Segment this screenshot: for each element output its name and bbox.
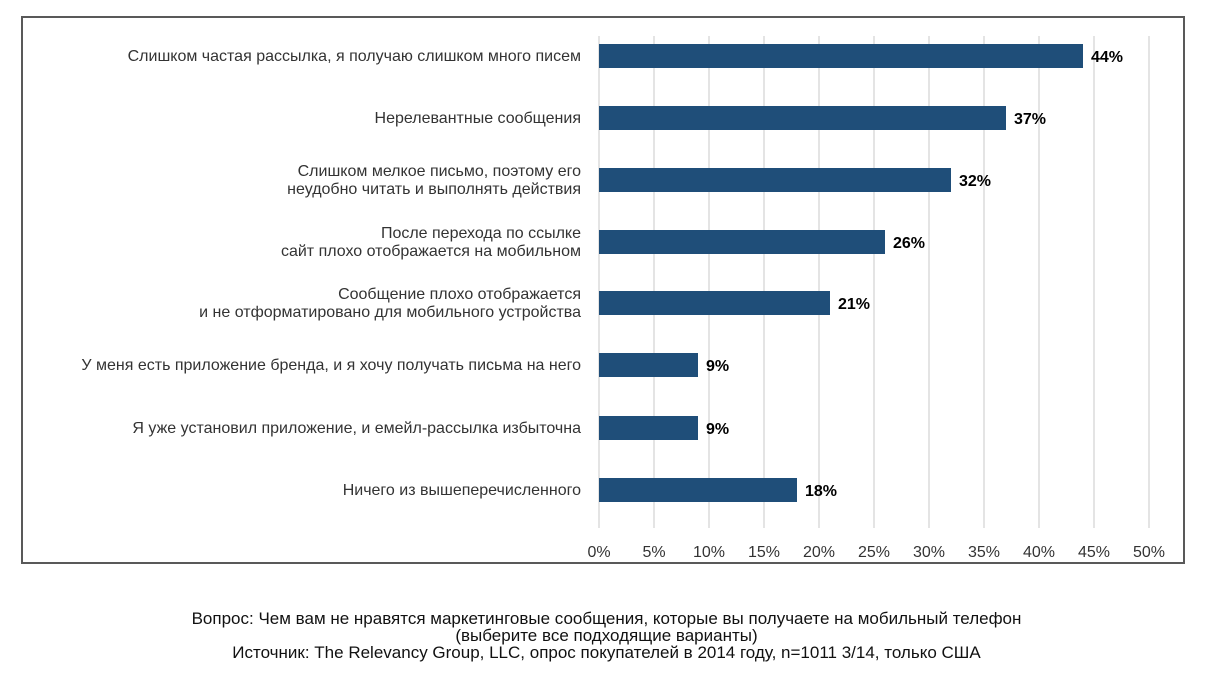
category-label: Я уже установил приложение, и емейл-расс…: [132, 420, 581, 437]
category-label: Нерелевантные сообщения: [375, 110, 581, 127]
category-label-line: и не отформатировано для мобильного устр…: [199, 304, 581, 321]
category-label-line: После перехода по ссылке: [381, 225, 581, 242]
bar-value-label: 9%: [706, 421, 729, 438]
bar: [599, 353, 698, 377]
category-label: Слишком частая рассылка, я получаю слишк…: [128, 48, 581, 65]
value-labels: 44% 37% 32% 26% 21% 9% 9% 18%: [706, 49, 1123, 500]
bar-value-label: 9%: [706, 358, 729, 375]
x-tick-label: 20%: [803, 544, 835, 561]
category-label-line: У меня есть приложение бренда, и я хочу …: [81, 357, 581, 374]
bar-value-label: 37%: [1014, 111, 1046, 128]
category-label: Сообщение плохо отображается и не отформа…: [199, 286, 581, 321]
category-labels: Слишком частая рассылка, я получаю слишк…: [81, 48, 581, 499]
category-label: После перехода по ссылке сайт плохо отобр…: [281, 225, 581, 260]
x-tick-label: 25%: [858, 544, 890, 561]
category-label-line: Сообщение плохо отображается: [338, 286, 581, 303]
category-label-line: Я уже установил приложение, и емейл-расс…: [132, 420, 581, 437]
x-tick-label: 45%: [1078, 544, 1110, 561]
category-label-line: Ничего из вышеперечисленного: [343, 482, 581, 499]
x-tick-label: 30%: [913, 544, 945, 561]
bar: [599, 168, 951, 192]
bar-value-label: 32%: [959, 173, 991, 190]
chart-caption: Вопрос: Чем вам не нравятся маркетинговы…: [0, 610, 1213, 661]
x-tick-label: 50%: [1133, 544, 1165, 561]
category-label: У меня есть приложение бренда, и я хочу …: [81, 357, 581, 374]
category-label: Ничего из вышеперечисленного: [343, 482, 581, 499]
category-label-line: сайт плохо отображается на мобильном: [281, 243, 581, 260]
bar: [599, 416, 698, 440]
x-tick-label: 10%: [693, 544, 725, 561]
category-label-line: неудобно читать и выполнять действия: [287, 181, 581, 198]
x-tick-label: 40%: [1023, 544, 1055, 561]
x-tick-label: 35%: [968, 544, 1000, 561]
caption-note: (выберите все подходящие варианты): [455, 626, 758, 645]
bar-value-label: 18%: [805, 483, 837, 500]
category-label-line: Слишком мелкое письмо, поэтому его: [298, 163, 581, 180]
chart-frame: Слишком частая рассылка, я получаю слишк…: [21, 16, 1185, 564]
x-tick-label: 15%: [748, 544, 780, 561]
caption-question: Вопрос: Чем вам не нравятся маркетинговы…: [191, 609, 1022, 628]
bars: [599, 44, 1083, 502]
caption-source: Источник: The Relevancy Group, LLC, опро…: [232, 643, 981, 662]
category-label-line: Нерелевантные сообщения: [375, 110, 581, 127]
bar-value-label: 44%: [1091, 49, 1123, 66]
bar: [599, 44, 1083, 68]
category-label-line: Слишком частая рассылка, я получаю слишк…: [128, 48, 581, 65]
category-label: Слишком мелкое письмо, поэтому его неудоб…: [287, 163, 581, 198]
bar: [599, 230, 885, 254]
x-tick-label: 0%: [587, 544, 610, 561]
bar: [599, 478, 797, 502]
bar: [599, 291, 830, 315]
bar-value-label: 21%: [838, 296, 870, 313]
bar-chart: Слишком частая рассылка, я получаю слишк…: [81, 36, 1165, 561]
bar: [599, 106, 1006, 130]
bar-value-label: 26%: [893, 235, 925, 252]
x-tick-label: 5%: [642, 544, 665, 561]
x-axis-ticks: 0% 5% 10% 15% 20% 25% 30% 35% 40% 45% 50%: [587, 544, 1165, 561]
